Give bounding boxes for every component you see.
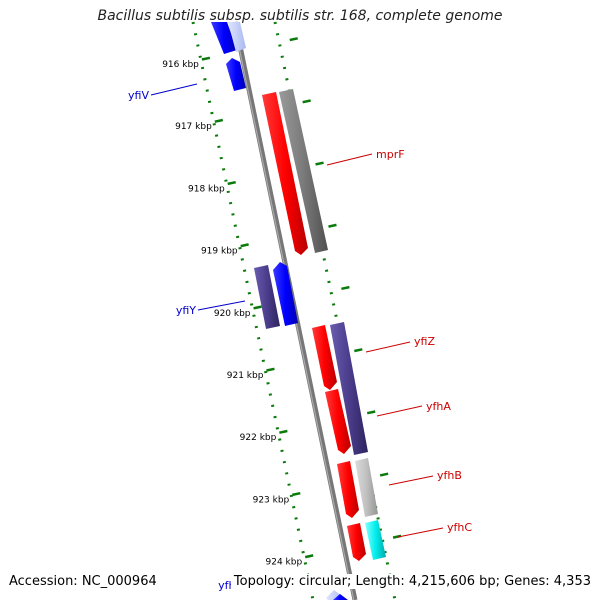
page-title: Bacillus subtilis subsp. subtilis str. 1… — [97, 8, 503, 24]
leader-yfhB — [388, 475, 434, 486]
scale-tick-left — [240, 243, 249, 248]
scale-tick-right — [289, 37, 298, 42]
scale-tick-label: 916 kbp — [162, 60, 199, 70]
gene-yfhC-cyan[interactable] — [365, 520, 386, 560]
scale-tick-left — [292, 491, 301, 497]
leader-yfhA — [376, 405, 423, 417]
scale-tick-left — [214, 118, 224, 123]
scale-tick-right — [354, 348, 363, 353]
leader-yfhC — [397, 527, 444, 538]
gene-label-yfhC[interactable]: yfhC — [447, 521, 472, 534]
scale-tick-label: 924 kbp — [266, 558, 303, 568]
gene-label-mprF[interactable]: mprF — [376, 148, 405, 161]
scale-tick-right — [315, 161, 324, 166]
scale-tick-left — [266, 367, 275, 372]
gene-yfhD-arrow[interactable] — [333, 594, 348, 600]
gene-mprF-pair-gray[interactable] — [279, 89, 328, 253]
scale-tick-label: 923 kbp — [253, 495, 290, 505]
scale-tick-left — [253, 305, 262, 310]
scale-tick-right — [379, 472, 389, 477]
gene-label-yfhA[interactable]: yfhA — [426, 400, 451, 413]
scale-tick-label: 922 kbp — [240, 433, 277, 443]
scale-tick-right — [341, 285, 350, 291]
gene-yfhA-arrow[interactable] — [325, 389, 351, 454]
scale-tick-left — [279, 429, 288, 434]
gene-yfhB-arrow[interactable] — [337, 461, 359, 518]
leader-yfiV — [150, 83, 198, 96]
scale-tick-left — [227, 180, 236, 186]
genome-summary: Topology: circular; Length: 4,215,606 bp… — [230, 574, 591, 589]
gene-yfiU-arrow[interactable] — [211, 22, 237, 54]
scale-tick-label: 919 kbp — [201, 247, 238, 257]
scale-tick-left — [304, 554, 314, 559]
scale-tick-label: 917 kbp — [175, 122, 212, 132]
gene-yfiZ-purple[interactable] — [330, 322, 368, 455]
gene-top-pale[interactable] — [228, 22, 246, 52]
scale-tick-left — [201, 56, 211, 61]
gene-label-yfiV[interactable]: yfiV — [128, 89, 149, 102]
scale-tick-right — [328, 223, 337, 228]
gene-yfiV-arrow[interactable] — [226, 58, 246, 91]
gene-yfhB-lightgray[interactable] — [355, 458, 378, 517]
scale-tick-right — [366, 410, 376, 415]
scale-tick-label: 918 kbp — [188, 184, 225, 194]
gene-yfiY-arrow[interactable] — [273, 262, 298, 326]
gene-mprF-arrow[interactable] — [262, 92, 308, 255]
gene-yfiZ-arrow[interactable] — [312, 325, 337, 390]
scale-tick-label: 920 kbp — [214, 309, 251, 319]
leader-mprF — [326, 153, 373, 166]
gene-label-yfiY[interactable]: yfiY — [176, 304, 196, 317]
leader-yfiY — [197, 300, 246, 311]
gene-yfiY-purple[interactable] — [254, 265, 280, 329]
leader-yfiZ — [365, 341, 411, 353]
scale-tick-right — [302, 99, 311, 104]
gene-label-yfiZ[interactable]: yfiZ — [414, 335, 435, 348]
gene-yfhC-arrow[interactable] — [347, 523, 366, 561]
gene-features — [211, 22, 386, 600]
scale-tick-label: 921 kbp — [227, 371, 264, 381]
accession-label: Accession: NC_000964 — [9, 574, 157, 589]
gene-label-yfhB[interactable]: yfhB — [437, 469, 462, 482]
